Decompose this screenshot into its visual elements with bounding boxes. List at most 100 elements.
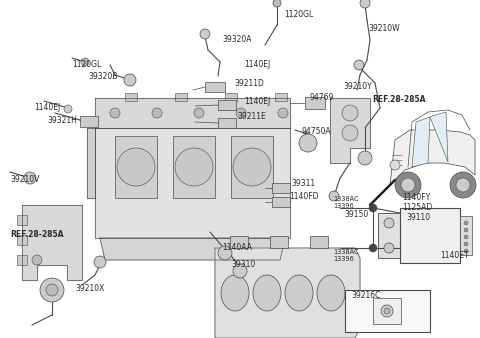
Text: 1140EJ: 1140EJ [244,97,270,106]
Bar [305,97,325,109]
Circle shape [450,172,476,198]
Circle shape [381,305,393,317]
Text: 39210X: 39210X [75,284,104,293]
Polygon shape [430,112,448,162]
Circle shape [464,228,468,232]
Circle shape [233,264,247,278]
Circle shape [464,221,468,225]
Bar [80,116,98,127]
Text: REF.28-285A: REF.28-285A [372,95,425,104]
Text: 39321H: 39321H [47,116,77,125]
Bar [173,136,215,198]
Text: 1140AA: 1140AA [222,243,252,252]
Circle shape [218,246,232,260]
Circle shape [395,172,421,198]
Bar [460,216,472,255]
Text: 1140ET: 1140ET [440,251,468,260]
Circle shape [384,218,394,228]
Text: 39210W: 39210W [368,24,400,33]
Ellipse shape [317,275,345,311]
Polygon shape [22,205,82,280]
Text: 1125AD: 1125AD [402,203,432,212]
Circle shape [384,243,394,253]
Circle shape [354,60,364,70]
Circle shape [329,191,339,201]
Text: 39210Y: 39210Y [343,82,372,91]
Text: 39150: 39150 [344,210,368,219]
Polygon shape [412,117,430,167]
Circle shape [24,172,36,184]
Bar [175,93,187,101]
Text: 39211E: 39211E [237,112,266,121]
Text: 1140EJ: 1140EJ [244,60,270,69]
Circle shape [32,255,42,265]
Bar [378,213,402,258]
Bar [218,100,236,110]
Text: 39216C: 39216C [351,291,380,300]
Text: 1140EJ: 1140EJ [34,103,60,112]
Circle shape [278,108,288,118]
Ellipse shape [253,275,281,311]
Polygon shape [95,128,290,238]
Circle shape [384,308,390,314]
Circle shape [342,125,358,141]
Circle shape [456,178,470,192]
Circle shape [369,244,377,252]
Text: 1140FD: 1140FD [289,192,319,201]
Bar [17,215,27,225]
Bar [17,235,27,245]
Circle shape [464,235,468,239]
Text: 1120GL: 1120GL [284,10,313,19]
Text: REF.28-285A: REF.28-285A [10,230,63,239]
Bar [275,93,287,101]
Circle shape [342,105,358,121]
Circle shape [94,256,106,268]
Circle shape [117,148,155,186]
Circle shape [46,284,58,296]
Ellipse shape [285,275,313,311]
Bar [205,82,225,92]
Polygon shape [87,128,95,198]
Polygon shape [215,248,360,338]
Circle shape [358,151,372,165]
Bar [400,208,460,263]
Polygon shape [100,238,285,260]
Circle shape [236,108,246,118]
Bar [115,136,157,198]
Text: 94750A: 94750A [301,127,331,136]
Bar [230,236,248,248]
Circle shape [401,178,415,192]
Text: 39211D: 39211D [234,79,264,88]
Bar [272,183,290,193]
Polygon shape [95,98,290,128]
Circle shape [464,242,468,246]
Text: 1338AC
13396: 1338AC 13396 [333,249,359,262]
Bar [345,290,430,332]
Text: 94769: 94769 [310,93,335,102]
Bar [310,236,328,248]
Bar [231,136,273,198]
Text: 39310: 39310 [231,260,255,269]
Bar [272,197,290,207]
Text: 39311: 39311 [291,179,315,188]
Circle shape [81,58,89,66]
Circle shape [390,160,400,170]
Circle shape [124,74,136,86]
Circle shape [64,105,72,113]
Circle shape [369,204,377,212]
Circle shape [299,134,317,152]
Circle shape [273,0,281,7]
Ellipse shape [221,275,249,311]
Text: 39320B: 39320B [88,72,118,81]
Bar [17,255,27,265]
Circle shape [233,148,271,186]
Circle shape [110,108,120,118]
Text: 39210V: 39210V [10,175,39,184]
Circle shape [464,249,468,253]
Bar [218,118,236,128]
Text: 39110: 39110 [406,213,430,222]
Circle shape [194,108,204,118]
Bar [270,236,288,248]
Circle shape [40,278,64,302]
Bar [373,298,401,324]
